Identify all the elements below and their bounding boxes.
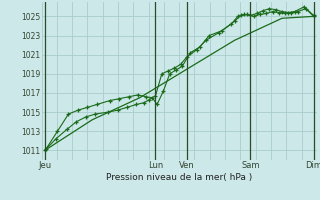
X-axis label: Pression niveau de la mer( hPa ): Pression niveau de la mer( hPa )	[106, 173, 252, 182]
